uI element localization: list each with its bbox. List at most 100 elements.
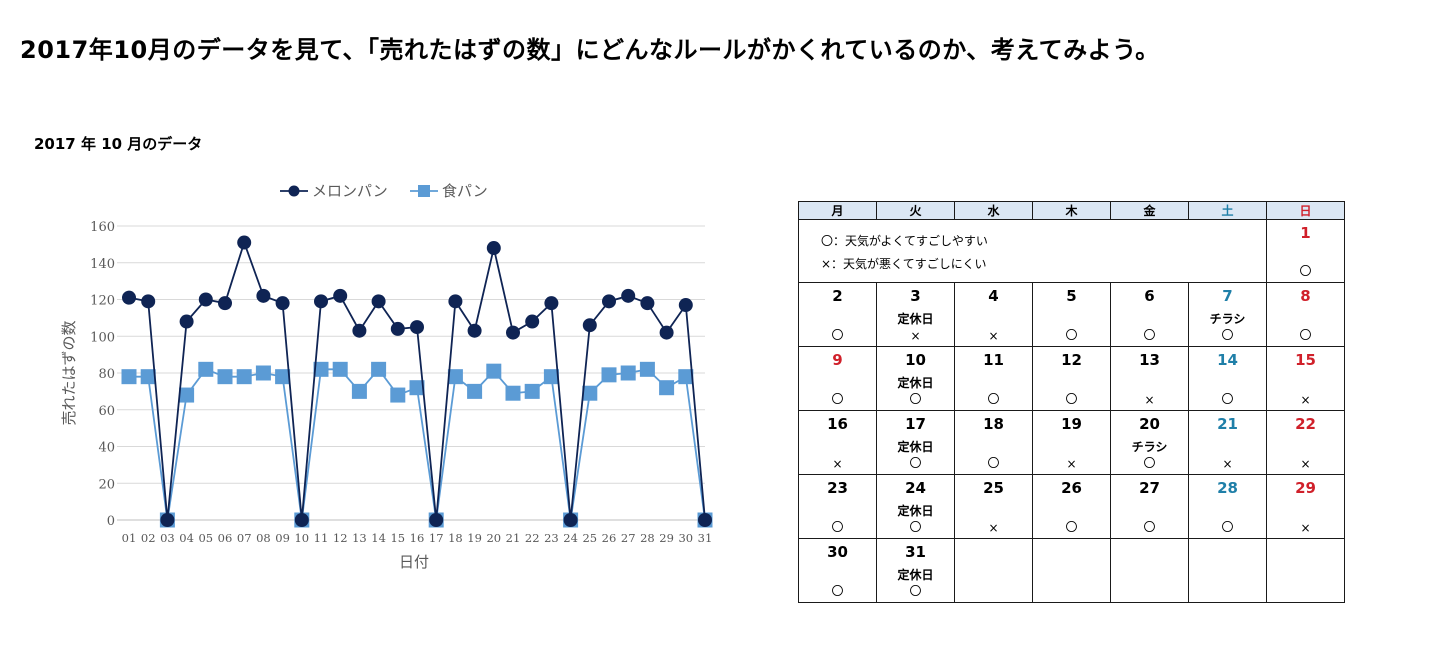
data-point	[333, 288, 348, 303]
legend-line: ×：天気が悪くてすごしにくい	[821, 257, 987, 271]
weekday-header: 金	[1110, 201, 1189, 220]
data-point	[429, 513, 444, 527]
day-number: 13	[1139, 351, 1160, 369]
data-point	[390, 321, 405, 336]
data-point	[620, 365, 636, 381]
legend-marker	[418, 185, 430, 197]
data-point	[448, 294, 463, 309]
day-number: 25	[983, 479, 1004, 497]
data-point	[525, 314, 540, 329]
day-number: 11	[983, 351, 1004, 369]
data-point	[352, 323, 367, 338]
day-number: 19	[1061, 415, 1082, 433]
day-note: 定休日	[897, 504, 934, 518]
calendar-table: 月火水木金土日 〇：天気がよくてすごしやすい ×：天気が悪くてすごしにくい 1 〇 2 〇…	[798, 201, 1345, 603]
weekday-header: 水	[954, 201, 1033, 220]
calendar-day: 3 定休日 ×	[876, 282, 955, 347]
x-tick-label: 28	[640, 531, 655, 545]
data-point	[582, 318, 597, 333]
calendar-day: 18 〇	[954, 410, 1033, 475]
data-point	[275, 296, 290, 311]
x-tick-label: 08	[256, 531, 271, 545]
weather-mark: ×	[1300, 457, 1311, 471]
x-tick-label: 30	[678, 531, 693, 545]
calendar-day: 30 〇	[798, 538, 877, 603]
data-point	[275, 369, 291, 385]
calendar-day: 4 ×	[954, 282, 1033, 347]
calendar-week-row: 23 〇 24 定休日〇 25 × 26 〇 27 〇 28 〇 29 ×	[798, 474, 1345, 539]
weather-mark: 〇	[909, 520, 922, 534]
x-tick-label: 10	[294, 531, 309, 545]
weekday-header: 日	[1266, 201, 1345, 220]
weather-mark: ×	[1066, 457, 1077, 471]
day-number: 28	[1217, 479, 1238, 497]
calendar-day: 31 定休日〇	[876, 538, 955, 603]
calendar-day: 10 定休日〇	[876, 346, 955, 411]
page-title: 2017年10月のデータを見て、「売れたはずの数」にどんなルールがかくれているの…	[20, 36, 1160, 64]
weather-mark: 〇	[1299, 264, 1312, 278]
weekday-header: 木	[1032, 201, 1111, 220]
day-number: 8	[1300, 287, 1311, 305]
empty-cell	[1266, 538, 1345, 603]
x-tick-label: 18	[448, 531, 463, 545]
calendar-day: 16 ×	[798, 410, 877, 475]
day-number: 10	[905, 351, 926, 369]
day-number: 9	[832, 351, 843, 369]
x-tick-label: 26	[602, 531, 617, 545]
data-point	[121, 369, 137, 385]
y-tick-label: 20	[98, 477, 115, 492]
data-point	[678, 369, 694, 385]
empty-cell	[1110, 538, 1189, 603]
y-tick-label: 80	[98, 367, 115, 382]
x-tick-label: 02	[141, 531, 156, 545]
y-tick-label: 120	[90, 294, 115, 309]
data-point	[237, 235, 252, 250]
day-number: 22	[1295, 415, 1316, 433]
x-tick-label: 31	[698, 531, 713, 545]
day-number: 12	[1061, 351, 1082, 369]
empty-cell	[954, 538, 1033, 603]
calendar-day: 29 ×	[1266, 474, 1345, 539]
data-point	[582, 385, 598, 401]
calendar-day: 22 ×	[1266, 410, 1345, 475]
day-number: 23	[827, 479, 848, 497]
x-tick-label: 07	[237, 531, 252, 545]
weekday-header: 土	[1188, 201, 1267, 220]
weather-mark: ×	[1144, 393, 1155, 407]
day-number: 3	[910, 287, 921, 305]
data-point	[332, 361, 348, 377]
day-number: 15	[1295, 351, 1316, 369]
day-number: 27	[1139, 479, 1160, 497]
weather-mark: ×	[910, 329, 921, 343]
legend-label: 食パン	[442, 182, 488, 200]
data-point	[351, 383, 367, 399]
weather-mark: 〇	[1065, 520, 1078, 534]
weather-mark: 〇	[1221, 520, 1234, 534]
data-point	[486, 363, 502, 379]
day-number: 26	[1061, 479, 1082, 497]
weather-mark: ×	[988, 521, 999, 535]
x-tick-label: 21	[506, 531, 521, 545]
data-point	[544, 296, 559, 311]
data-point	[179, 387, 195, 403]
weather-mark: 〇	[831, 392, 844, 406]
day-number: 17	[905, 415, 926, 433]
weather-mark: 〇	[987, 392, 1000, 406]
data-point	[639, 361, 655, 377]
x-tick-label: 24	[563, 531, 578, 545]
calendar-day: 23 〇	[798, 474, 877, 539]
calendar-day: 13 ×	[1110, 346, 1189, 411]
y-axis-label: 売れたはずの数	[60, 320, 78, 425]
calendar-day: 19 ×	[1032, 410, 1111, 475]
data-point	[256, 288, 271, 303]
day-number: 21	[1217, 415, 1238, 433]
day-number: 2	[832, 287, 843, 305]
x-tick-label: 13	[352, 531, 367, 545]
line-chart: 0 20 40 60 80 100 120 140 160 01 02 03 04 05 06 07 08 09 1…	[60, 182, 713, 571]
weather-mark: 〇	[831, 584, 844, 598]
day-number: 7	[1222, 287, 1233, 305]
x-tick-label: 27	[621, 531, 636, 545]
day-number: 31	[905, 543, 926, 561]
